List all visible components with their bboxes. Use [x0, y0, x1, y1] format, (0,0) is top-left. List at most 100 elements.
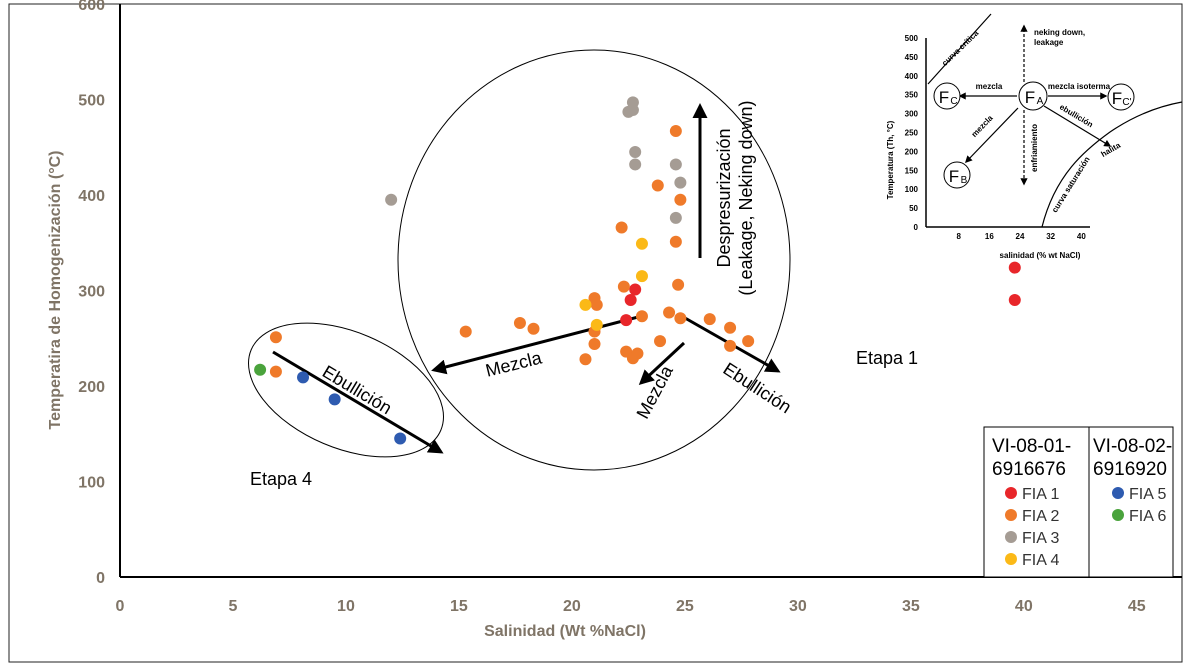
curva-critica-line	[927, 13, 992, 85]
etapa1-label: Etapa 1	[856, 348, 918, 368]
data-point-fia-1	[624, 294, 637, 307]
data-point-fia-2	[579, 353, 592, 366]
inset-mezcla-label: mezcla	[976, 82, 1003, 91]
etapa4-label: Etapa 4	[250, 469, 312, 489]
inset-leakage-label: leakage	[1034, 38, 1064, 47]
data-point-fia-1	[629, 283, 642, 296]
node-fcp: F C'	[1107, 83, 1135, 111]
data-point-fia-2	[742, 335, 755, 348]
etapa1-ellipse	[397, 49, 791, 471]
data-point-fia-2	[724, 339, 737, 352]
inset-diagram: 0 100 200 300 400 500 50 150 250 350 450 8 16 24 32 40…	[886, 13, 1183, 260]
data-point-fia-3	[669, 158, 682, 171]
inset-y-tick-label: 450	[905, 53, 919, 62]
mezcla-down-arrow	[638, 341, 686, 386]
x-tick-label: 45	[1128, 598, 1146, 615]
x-tick-label: 15	[450, 598, 468, 615]
curva-saturacion-label: curva saturación	[1050, 155, 1092, 214]
legend-label-fia-6: FIA 6	[1129, 508, 1166, 525]
node-fb-main: F	[949, 167, 959, 186]
legend-group2-header-line1: VI-08-02-	[1093, 436, 1172, 457]
inset-x-tick-label: 32	[1046, 232, 1055, 241]
node-fb-sub: B	[961, 175, 968, 186]
legend-group2-header-line2: 6916920	[1093, 459, 1167, 480]
y-tick-label: 400	[78, 188, 105, 205]
data-point-fia-2	[654, 335, 667, 348]
y-axis-title: Temperatira de Homogenización (°C)	[47, 150, 64, 429]
x-tick-label: 35	[902, 598, 920, 615]
inset-mezcla-diag-arrow	[965, 107, 1019, 164]
inset-y-tick-label: 400	[905, 72, 919, 81]
node-fa-main: F	[1025, 88, 1035, 107]
legend-group1-header-line2: 6916676	[992, 459, 1066, 480]
halita-label: halita	[1099, 140, 1122, 159]
inset-x-tick-label: 40	[1077, 232, 1086, 241]
curva-critica-label: curva crítica	[940, 28, 981, 68]
x-tick-label: 30	[789, 598, 807, 615]
inset-x-tick-label: 16	[985, 232, 994, 241]
data-point-fia-2	[674, 193, 687, 206]
data-point-fia-2	[672, 278, 685, 291]
legend-label-fia-3: FIA 3	[1022, 530, 1059, 547]
legend-group1-header-line1: VI-08-01-	[992, 436, 1071, 457]
x-tick-label: 10	[337, 598, 355, 615]
y-tick-label: 0	[96, 570, 105, 587]
inset-enfriamiento-label: enfriamiento	[1030, 124, 1039, 172]
x-tick-label: 0	[116, 598, 125, 615]
data-point-fia-2	[615, 221, 628, 234]
data-point-fia-3	[626, 104, 639, 117]
inset-y-tick-label: 100	[905, 185, 919, 194]
y-tick-label: 200	[78, 379, 105, 396]
data-point-fia-2	[269, 365, 282, 378]
node-fcp-main: F	[1112, 89, 1122, 108]
x-axis-title: Salinidad (Wt %NaCl)	[484, 623, 646, 640]
node-fc: F C	[933, 82, 961, 110]
legend-marker-fia-6	[1112, 509, 1124, 521]
node-fc-main: F	[939, 88, 949, 107]
data-point-fia-2	[617, 280, 630, 293]
legend-marker-fia-5	[1112, 487, 1124, 499]
data-point-fia-2	[635, 310, 648, 323]
inset-neking-label: neking down,	[1034, 28, 1085, 37]
ebullicion-left-arrow	[272, 350, 444, 454]
legend: VI-08-01- 6916676 VI-08-02- 6916920 FIA …	[983, 426, 1174, 578]
inset-y-tick-labels: 0 100 200 300 400 500 50 150 250 350 450	[905, 34, 919, 232]
node-fa: F A	[1018, 81, 1048, 111]
inset-x-title: salinidad (% wt NaCl)	[1000, 251, 1081, 260]
inset-x-tick-labels: 8 16 24 32 40	[956, 232, 1086, 241]
inset-x-tick-label: 24	[1016, 232, 1025, 241]
data-point-fia-5	[328, 393, 341, 406]
ebullicion-left-label: Ebullición	[319, 361, 395, 418]
mezcla-down-label: Mezcla	[632, 361, 677, 422]
inset-x-tick-label: 8	[956, 232, 961, 241]
legend-marker-fia-2	[1005, 509, 1017, 521]
legend-label-fia-5: FIA 5	[1129, 486, 1166, 503]
node-fa-sub: A	[1037, 96, 1044, 107]
y-tick-label: 600	[78, 0, 105, 14]
data-point-fia-3	[629, 146, 642, 159]
data-point-fia-4	[635, 270, 648, 283]
inset-mezcla-isoterma-label: mezcla isoterma	[1048, 82, 1111, 91]
process-arrows	[272, 103, 781, 454]
data-point-fia-3	[385, 193, 398, 206]
data-point-fia-2	[669, 125, 682, 138]
y-tick-labels: 0 100 200 300 400 500 600	[78, 0, 105, 587]
figure-border	[8, 3, 1183, 663]
leakage-label: (Leakage, Neking down)	[736, 100, 756, 295]
data-point-fia-2	[669, 235, 682, 248]
data-point-fia-2	[527, 322, 540, 335]
mezcla-left-arrow	[431, 314, 643, 375]
inset-y-title: Temperatura (Th, °C)	[886, 120, 895, 199]
legend-entries: FIA 1 FIA 2 FIA 3 FIA 4 FIA 5 FIA 6	[1005, 486, 1166, 569]
node-fb: F B	[943, 161, 971, 189]
y-tick-label: 500	[78, 93, 105, 110]
legend-label-fia-2: FIA 2	[1022, 508, 1059, 525]
data-point-fia-3	[629, 158, 642, 171]
data-points	[254, 96, 1021, 445]
inset-y-tick-label: 200	[905, 147, 919, 156]
x-tick-labels: 0 5 10 15 20 25 30 35 40 45	[116, 598, 1146, 615]
inset-ebullicion-arrow	[1043, 105, 1112, 147]
data-point-fia-2	[513, 316, 526, 329]
inset-y-tick-label: 50	[909, 204, 918, 213]
